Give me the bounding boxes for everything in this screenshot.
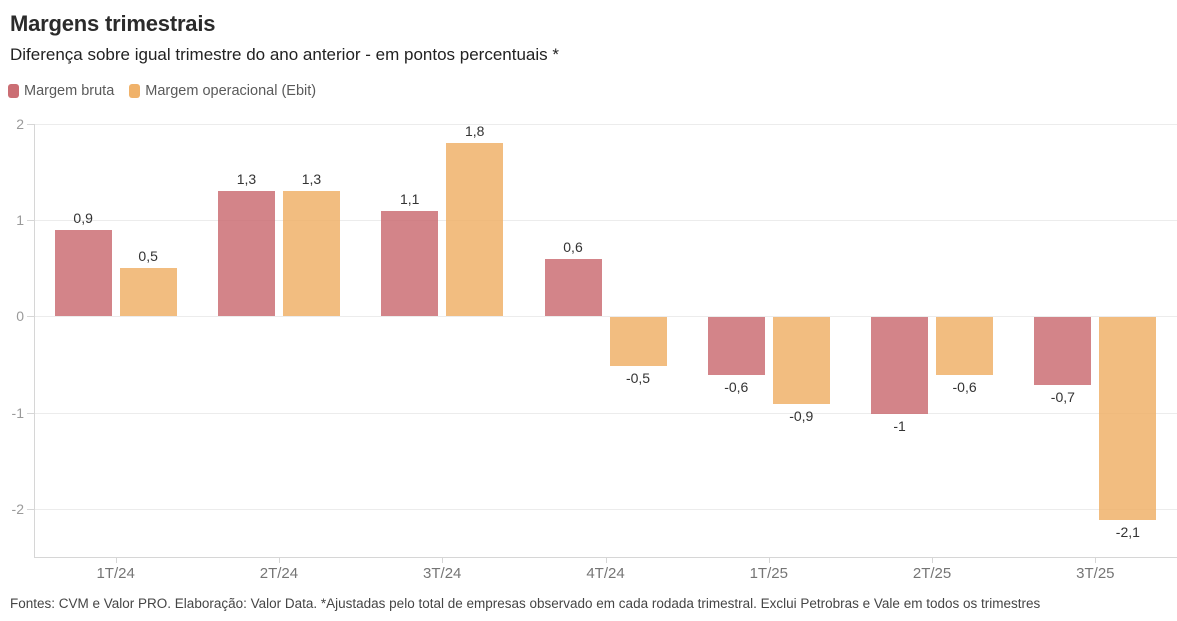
y-axis-label: -1: [11, 404, 24, 421]
bar-value-label: -2,1: [1115, 523, 1140, 540]
legend-swatch-icon: [8, 84, 19, 98]
y-axis-tick: [27, 412, 34, 414]
bar-margem-bruta-1T/24[interactable]: [54, 229, 112, 317]
y-axis-tick: [27, 124, 34, 125]
x-axis-label: 3T/24: [423, 565, 462, 582]
source-note: Fontes: CVM e Valor PRO. Elaboração: Val…: [10, 596, 1041, 611]
legend-label: Margem bruta: [24, 83, 115, 99]
x-axis-tick: [115, 557, 117, 563]
bar-margem-operacional-ebit-1T/25[interactable]: [772, 317, 830, 405]
bar-margem-bruta-1T/25[interactable]: [707, 317, 765, 376]
y-axis: [34, 124, 35, 557]
y-axis-tick: [27, 508, 34, 510]
bar-margem-bruta-2T/25[interactable]: [871, 317, 929, 414]
bar-value-label: 0,9: [73, 209, 93, 226]
y-axis-tick: [27, 316, 34, 318]
bar-margem-operacional-ebit-3T/25[interactable]: [1099, 317, 1157, 520]
bar-value-label: -0,5: [625, 369, 651, 386]
y-axis-label: -2: [11, 500, 24, 517]
bar-margem-bruta-2T/24[interactable]: [217, 191, 275, 317]
bar-value-label: -0,6: [952, 379, 977, 396]
x-axis-label: 2T/25: [912, 565, 952, 582]
x-axis-tick: [278, 557, 280, 563]
bar-value-label: 1,8: [464, 123, 485, 140]
gridline: [34, 124, 1177, 125]
x-axis-tick: [1095, 557, 1097, 563]
bar-margem-bruta-3T/24[interactable]: [381, 210, 439, 317]
bar-value-label: -0,9: [789, 408, 814, 425]
bar-value-label: 1,1: [399, 190, 420, 207]
x-axis-label: 3T/25: [1076, 565, 1115, 582]
x-axis-label: 1T/24: [96, 565, 135, 582]
x-axis-tick: [932, 557, 934, 563]
page-subtitle: Diferença sobre igual trimestre do ano a…: [10, 45, 560, 64]
gridline: [34, 508, 1177, 510]
x-axis-tick: [442, 557, 444, 563]
bar-value-label: -0,7: [1050, 388, 1075, 405]
x-axis-label: 2T/24: [259, 565, 299, 582]
bar-value-label: 0,6: [563, 238, 583, 255]
bar-margem-operacional-ebit-1T/24[interactable]: [119, 268, 177, 317]
bar-value-label: -0,6: [724, 379, 749, 396]
legend-label: Margem operacional (Ebit): [145, 83, 317, 99]
bar-margem-bruta-4T/24[interactable]: [544, 258, 602, 317]
page-title: Margens trimestrais: [10, 11, 216, 36]
gridline: [34, 412, 1177, 414]
bar-margem-operacional-ebit-3T/24[interactable]: [446, 143, 504, 317]
y-axis-tick: [27, 220, 34, 222]
x-axis-label: 1T/25: [749, 565, 788, 582]
x-axis-tick: [768, 557, 770, 563]
x-axis-tick: [605, 557, 607, 563]
bar-value-label: 1,3: [301, 171, 322, 188]
bar-margem-operacional-ebit-4T/24[interactable]: [609, 317, 667, 366]
bar-margem-bruta-3T/25[interactable]: [1034, 317, 1092, 385]
y-axis-label: 1: [16, 212, 24, 229]
y-axis-label: 0: [16, 308, 24, 325]
bar-margem-operacional-ebit-2T/24[interactable]: [282, 191, 340, 317]
bar-margem-operacional-ebit-2T/25[interactable]: [936, 317, 994, 376]
bar-value-label: 0,5: [138, 248, 158, 265]
legend-item-margem-bruta[interactable]: Margem bruta: [8, 83, 114, 99]
bar-value-label: -1: [893, 417, 906, 434]
gridline: [34, 316, 1177, 318]
legend-swatch-icon: [129, 84, 141, 98]
y-axis-label: 2: [16, 116, 24, 132]
x-axis-label: 4T/24: [586, 565, 625, 582]
legend: Margem bruta Margem operacional (Ebit): [8, 83, 316, 99]
legend-item-margem-operacional-ebit[interactable]: Margem operacional (Ebit): [129, 83, 316, 99]
bar-value-label: 1,3: [236, 171, 257, 188]
gridline: [34, 220, 1177, 222]
